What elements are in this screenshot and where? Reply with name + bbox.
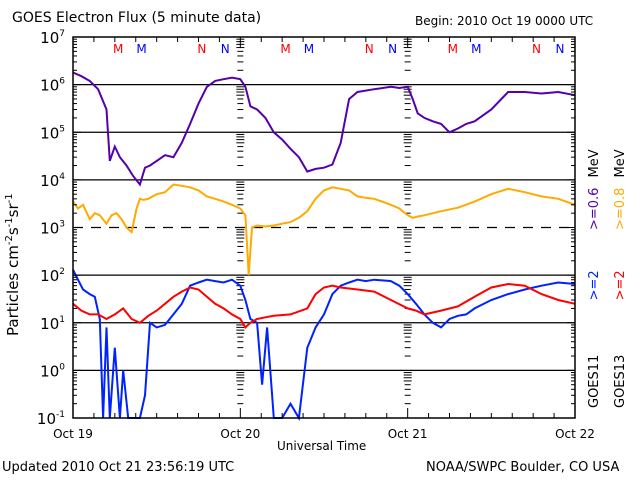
y-tick-base: 10 xyxy=(40,315,59,333)
local-time-marker: N xyxy=(197,42,206,56)
legend-goes13-2mev: >=2 xyxy=(613,270,628,301)
legend-sat-goes13: GOES13 xyxy=(613,354,628,408)
chart-title: GOES Electron Flux (5 minute data) xyxy=(12,10,262,26)
y-tick-base: 10 xyxy=(40,362,59,380)
y-tick-exp: 7 xyxy=(59,29,65,39)
legend-goes11: GOES11 >=2 >=0.6 MeV xyxy=(587,149,602,408)
y-tick-base: 10 xyxy=(40,124,59,142)
y-tick-base: 10 xyxy=(37,410,56,428)
legend-goes13-08mev: >=0.8 xyxy=(613,187,628,231)
y-tick-label: 103 xyxy=(40,220,65,238)
local-time-marker: N xyxy=(555,42,564,56)
y-tick-exp: 1 xyxy=(59,315,65,325)
local-time-marker: N xyxy=(388,42,397,56)
x-tick-label: Oct 21 xyxy=(388,427,428,441)
y-tick-label: 102 xyxy=(40,267,65,285)
y-axis-label: Particles cm-2s-1sr-1 xyxy=(4,193,22,336)
legend-goes11-06mev: >=0.6 xyxy=(587,187,602,231)
y-tick-exp: 3 xyxy=(59,220,65,230)
y-tick-exp: 0 xyxy=(59,362,65,372)
y-tick-label: 105 xyxy=(40,124,65,142)
y-tick-label: 101 xyxy=(40,315,65,333)
y-tick-label: 10-1 xyxy=(37,410,65,428)
y-axis-label-sup3: -1 xyxy=(4,193,15,204)
y-tick-base: 10 xyxy=(40,220,59,238)
x-tick-label: Oct 22 xyxy=(555,427,595,441)
y-axis-label-sup1: -2 xyxy=(4,235,15,246)
y-tick-label: 107 xyxy=(40,29,65,47)
local-time-marker: M xyxy=(471,42,481,56)
y-tick-base: 10 xyxy=(40,267,59,285)
y-axis-label-s: s xyxy=(4,227,22,236)
legend-goes11-2mev: >=2 xyxy=(587,270,602,301)
y-tick-exp: 2 xyxy=(59,267,65,277)
series-line-goes13-2-mev xyxy=(72,282,576,329)
y-tick-label: 100 xyxy=(40,362,65,380)
series-line-goes11-0-6-mev xyxy=(72,71,576,187)
local-time-marker: N xyxy=(365,42,374,56)
local-time-marker: M xyxy=(280,42,290,56)
series-line-goes11-2-mev xyxy=(72,269,576,422)
y-axis-label-sup2: -1 xyxy=(4,217,15,228)
series-line-goes13-0-8-mev xyxy=(72,183,576,276)
updated-timestamp: Updated 2010 Oct 21 23:56:19 UTC xyxy=(2,460,235,475)
legend-goes13: GOES13 >=2 >=0.8 MeV xyxy=(613,149,628,408)
local-time-marker: M xyxy=(136,42,146,56)
y-tick-exp: 5 xyxy=(59,124,65,134)
y-tick-base: 10 xyxy=(40,172,59,190)
begin-label: Begin: 2010 Oct 19 0000 UTC xyxy=(415,14,594,28)
local-time-marker: N xyxy=(532,42,541,56)
y-tick-base: 10 xyxy=(40,29,59,47)
legend-unit-b: MeV xyxy=(613,149,628,178)
y-tick-exp: 6 xyxy=(59,77,65,87)
y-tick-label: 104 xyxy=(40,172,65,190)
local-time-marker: M xyxy=(113,42,123,56)
x-axis-label: Universal Time xyxy=(277,439,367,453)
local-time-marker: M xyxy=(448,42,458,56)
y-tick-exp: -1 xyxy=(56,410,65,420)
legend-unit-a: MeV xyxy=(587,149,602,178)
x-tick-label: Oct 19 xyxy=(53,427,93,441)
y-axis-label-sr: sr xyxy=(4,203,22,218)
y-axis-label-main: Particles cm xyxy=(4,245,22,336)
y-tick-label: 106 xyxy=(40,77,65,95)
credit-label: NOAA/SWPC Boulder, CO USA xyxy=(426,460,620,475)
local-time-marker: N xyxy=(221,42,230,56)
local-time-marker: M xyxy=(304,42,314,56)
y-tick-exp: 4 xyxy=(59,172,65,182)
x-tick-label: Oct 20 xyxy=(220,427,260,441)
legend-sat-goes11: GOES11 xyxy=(587,354,602,408)
y-tick-base: 10 xyxy=(40,77,59,95)
